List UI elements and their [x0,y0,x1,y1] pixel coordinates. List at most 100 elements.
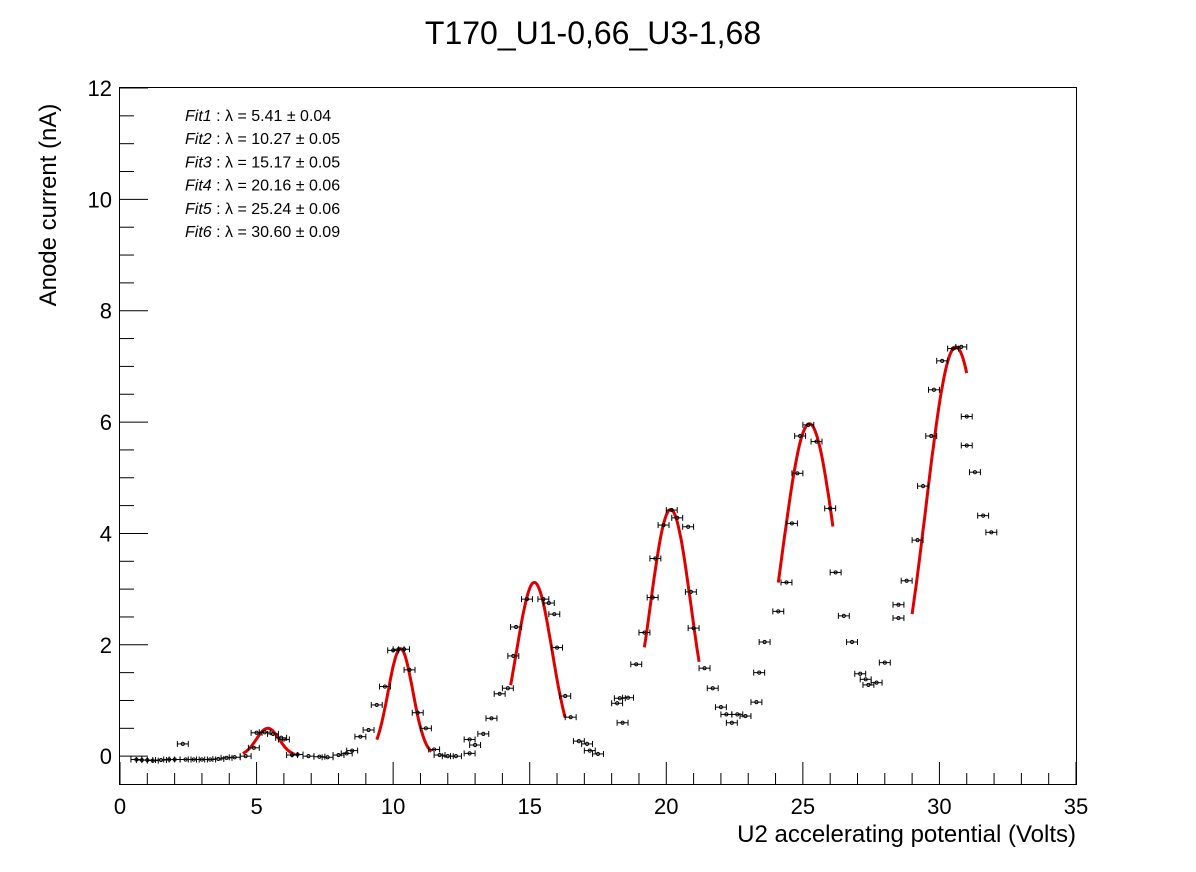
data-point [507,652,520,659]
data-point [630,661,643,668]
x-tick-label: 35 [1064,794,1088,819]
data-point [168,756,181,763]
data-point [463,736,476,743]
data-point [277,736,290,743]
legend-entry: Fit1 : λ = 5.41 ± 0.04 [185,108,331,125]
data-point [362,726,375,733]
legend-entry: Fit2 : λ = 10.27 ± 0.05 [185,131,340,148]
data-point [960,413,973,420]
data-point [785,520,798,527]
data-point [564,714,577,721]
data-point [780,579,793,586]
data-point [551,644,563,651]
data-point [212,755,225,762]
data-point [187,756,200,763]
data-point [917,483,930,490]
legend-entry: Fit5 : λ = 25.24 ± 0.06 [185,201,340,218]
data-point [463,750,476,757]
data-point [581,740,594,747]
data-point [750,699,763,706]
data-point [510,623,523,630]
data-point [794,433,807,439]
y-tick-label: 6 [100,410,112,435]
legend: Fit1 : λ = 5.41 ± 0.04 Fit2 : λ = 10.27 ±… [185,108,340,241]
legend-entry: Fit6 : λ = 30.60 ± 0.09 [185,224,340,241]
data-point [977,512,990,519]
data-point [657,522,670,529]
fit-curves [242,345,969,756]
data-point [611,700,624,707]
x-tick-label: 15 [517,794,541,819]
data-point [313,753,326,760]
data-point [542,600,555,607]
data-point [477,730,490,737]
fit-curve-6 [910,345,969,615]
data-point [985,529,998,536]
data-point [960,442,973,449]
axis-tick-labels: 0 5 10 15 20 25 30 35 0 2 4 6 8 10 12 [88,76,1089,819]
data-point [684,588,697,595]
data-point [572,738,585,745]
data-point [378,683,391,690]
x-tick-label: 10 [381,794,405,819]
data-point [346,747,359,754]
data-point [859,676,872,683]
data-point [638,629,651,636]
data-point [846,639,858,646]
plot-frame [119,87,1077,785]
data-points [130,343,998,764]
data-point [559,693,572,700]
data-point [450,753,462,760]
data-point [469,742,482,749]
data-point [354,733,367,740]
data-point [398,646,411,653]
data-point [204,756,217,763]
legend-entry: Fit4 : λ = 20.16 ± 0.06 [185,178,340,195]
fit-curve-4 [642,507,701,663]
data-point [583,747,596,754]
chart-title: T170_U1-0,66_U3-1,68 [425,15,761,51]
data-point [968,469,981,476]
data-point [829,569,842,576]
data-point [646,594,659,601]
x-tick-label: 20 [654,794,678,819]
data-point [247,744,260,751]
data-point [925,433,938,439]
y-axis-label: Anode current (nA) [35,104,62,307]
x-axis-label: U2 accelerating potential (Volts) [737,821,1076,848]
data-point [493,690,506,697]
y-tick-label: 12 [88,76,112,101]
data-point [687,625,700,632]
data-point [622,694,635,701]
data-point [521,596,533,603]
fit-curve-1 [242,726,296,756]
data-point [220,754,233,761]
data-point [176,740,189,747]
x-tick-label: 30 [927,794,951,819]
data-point [772,608,785,615]
data-point [665,507,678,514]
data-point [671,514,684,521]
data-point [419,725,432,732]
data-point [824,505,837,512]
data-point [714,704,727,711]
data-point [720,711,733,718]
y-tick-label: 10 [88,187,112,212]
data-point [250,729,263,736]
data-point [892,615,905,622]
data-point [870,679,883,686]
y-tick-label: 8 [100,299,112,324]
data-point [739,713,752,720]
data-point [370,701,383,708]
data-point [955,343,968,350]
data-point [428,746,441,753]
data-point [239,753,252,760]
data-point [302,753,315,760]
data-point [753,669,766,676]
y-tick-label: 4 [100,521,112,546]
data-point [649,555,662,562]
data-point [266,730,279,737]
axis-ticks [119,87,1077,784]
x-tick-label: 5 [250,794,262,819]
